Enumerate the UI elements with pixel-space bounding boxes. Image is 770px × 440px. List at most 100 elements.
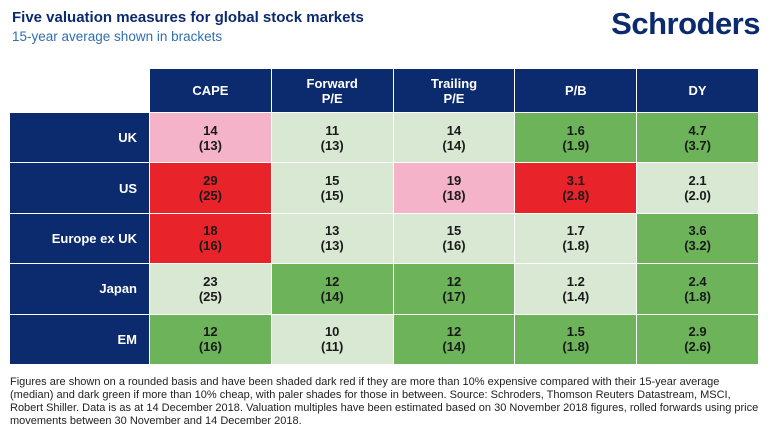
column-header: Forward P/E	[271, 69, 394, 113]
average-value: (18)	[442, 188, 466, 204]
current-value: 1.5	[566, 324, 585, 340]
average-value: (3.2)	[684, 238, 711, 254]
current-value: 15	[446, 223, 462, 239]
average-value: (13)	[198, 137, 222, 153]
value-cell: 2.9 (2.6)	[637, 314, 759, 365]
column-header-label: Forward	[306, 75, 358, 91]
current-value: 14	[446, 122, 462, 138]
current-value: 2.4	[688, 273, 707, 289]
value-cell: 2.4 (1.8)	[637, 264, 759, 315]
value-cell: 12 (14)	[393, 314, 516, 365]
current-value: 13	[324, 223, 340, 239]
average-value: (13)	[320, 238, 344, 254]
column-header-label: CAPE	[192, 83, 229, 98]
current-value: 19	[446, 173, 462, 189]
current-value: 1.6	[566, 122, 585, 138]
value-cell: 1.2 (1.4)	[515, 264, 638, 315]
row-header-label: EM	[117, 331, 138, 347]
value-cell: 1.7 (1.8)	[515, 213, 638, 265]
value-cell: 14 (13)	[150, 113, 272, 164]
current-value: 18	[203, 223, 218, 239]
current-value: 1.2	[566, 273, 585, 289]
current-value: 29	[203, 173, 218, 189]
current-value: 10	[324, 324, 340, 340]
value-cell: 12 (16)	[150, 314, 272, 365]
column-header: DY	[637, 69, 759, 113]
current-value: 11	[325, 122, 340, 138]
column-header: CAPE	[150, 69, 272, 113]
value-cell: 14 (14)	[393, 113, 516, 164]
column-header-label: DY	[688, 83, 707, 98]
current-value: 12	[446, 324, 462, 340]
average-value: (16)	[198, 339, 222, 355]
current-value: 14	[203, 122, 218, 138]
value-cell: 3.6 (3.2)	[637, 213, 759, 265]
value-cell: 15 (15)	[271, 163, 394, 214]
current-value: 2.9	[688, 324, 707, 340]
average-value: (2.0)	[684, 188, 711, 204]
table-corner	[10, 69, 150, 113]
current-value: 2.1	[688, 173, 707, 189]
average-value: (2.8)	[562, 188, 590, 204]
column-header: Trailing P/E	[393, 69, 516, 113]
average-value: (1.8)	[684, 288, 711, 304]
average-value: (16)	[442, 238, 466, 254]
average-value: (14)	[320, 288, 344, 304]
column-header-label: P/E	[321, 90, 343, 106]
row-header: UK	[10, 113, 150, 164]
row-header: Europe ex UK	[10, 213, 150, 265]
column-header-label: P/E	[443, 90, 465, 106]
schroders-logo: Schroders	[611, 6, 760, 41]
average-value: (17)	[442, 288, 466, 304]
value-cell: 4.7 (3.7)	[637, 113, 759, 164]
row-header-label: US	[118, 180, 137, 196]
value-cell: 15 (16)	[393, 213, 516, 265]
row-header-label: UK	[118, 130, 137, 146]
value-cell: 18 (16)	[150, 213, 272, 265]
value-cell: 2.1 (2.0)	[637, 163, 759, 214]
value-cell: 12 (14)	[271, 264, 394, 315]
value-cell: 23 (25)	[150, 264, 272, 315]
average-value: (15)	[320, 188, 344, 204]
average-value: (2.6)	[684, 339, 711, 355]
valuation-table: CAPE Forward P/E Trailing P/E P/B DY UK 14 (13) 11…	[10, 69, 759, 365]
average-value: (13)	[320, 137, 344, 153]
average-value: (1.8)	[562, 339, 590, 355]
average-value: (1.4)	[562, 288, 590, 304]
value-cell: 29 (25)	[150, 163, 272, 214]
current-value: 15	[324, 173, 340, 189]
current-value: 3.1	[566, 173, 585, 189]
average-value: (14)	[442, 137, 466, 153]
row-header: US	[10, 163, 150, 214]
row-header: Japan	[10, 264, 150, 315]
value-cell: 3.1 (2.8)	[515, 163, 638, 214]
value-cell: 13 (13)	[271, 213, 394, 265]
average-value: (16)	[198, 238, 222, 254]
value-cell: 19 (18)	[393, 163, 516, 214]
current-value: 12	[446, 273, 462, 289]
chart-title: Five valuation measures for global stock…	[12, 9, 364, 26]
value-cell: 10 (11)	[271, 314, 394, 365]
value-cell: 1.5 (1.8)	[515, 314, 638, 365]
current-value: 12	[203, 324, 218, 340]
current-value: 4.7	[688, 122, 707, 138]
average-value: (25)	[198, 288, 222, 304]
current-value: 12	[324, 273, 340, 289]
current-value: 1.7	[566, 223, 585, 239]
row-header-label: Japan	[99, 281, 137, 297]
average-value: (1.8)	[562, 238, 590, 254]
average-value: (11)	[320, 339, 344, 355]
current-value: 23	[203, 273, 218, 289]
value-cell: 1.6 (1.9)	[515, 113, 638, 164]
row-header: EM	[10, 314, 150, 365]
value-cell: 11 (13)	[271, 113, 394, 164]
row-header-label: Europe ex UK	[51, 230, 137, 246]
current-value: 3.6	[688, 223, 707, 239]
average-value: (1.9)	[562, 137, 590, 153]
footnote: Figures are shown on a rounded basis and…	[10, 376, 759, 427]
average-value: (3.7)	[684, 137, 711, 153]
average-value: (14)	[442, 339, 466, 355]
column-header: P/B	[515, 69, 638, 113]
value-cell: 12 (17)	[393, 264, 516, 315]
chart-subtitle: 15-year average shown in brackets	[12, 29, 223, 44]
